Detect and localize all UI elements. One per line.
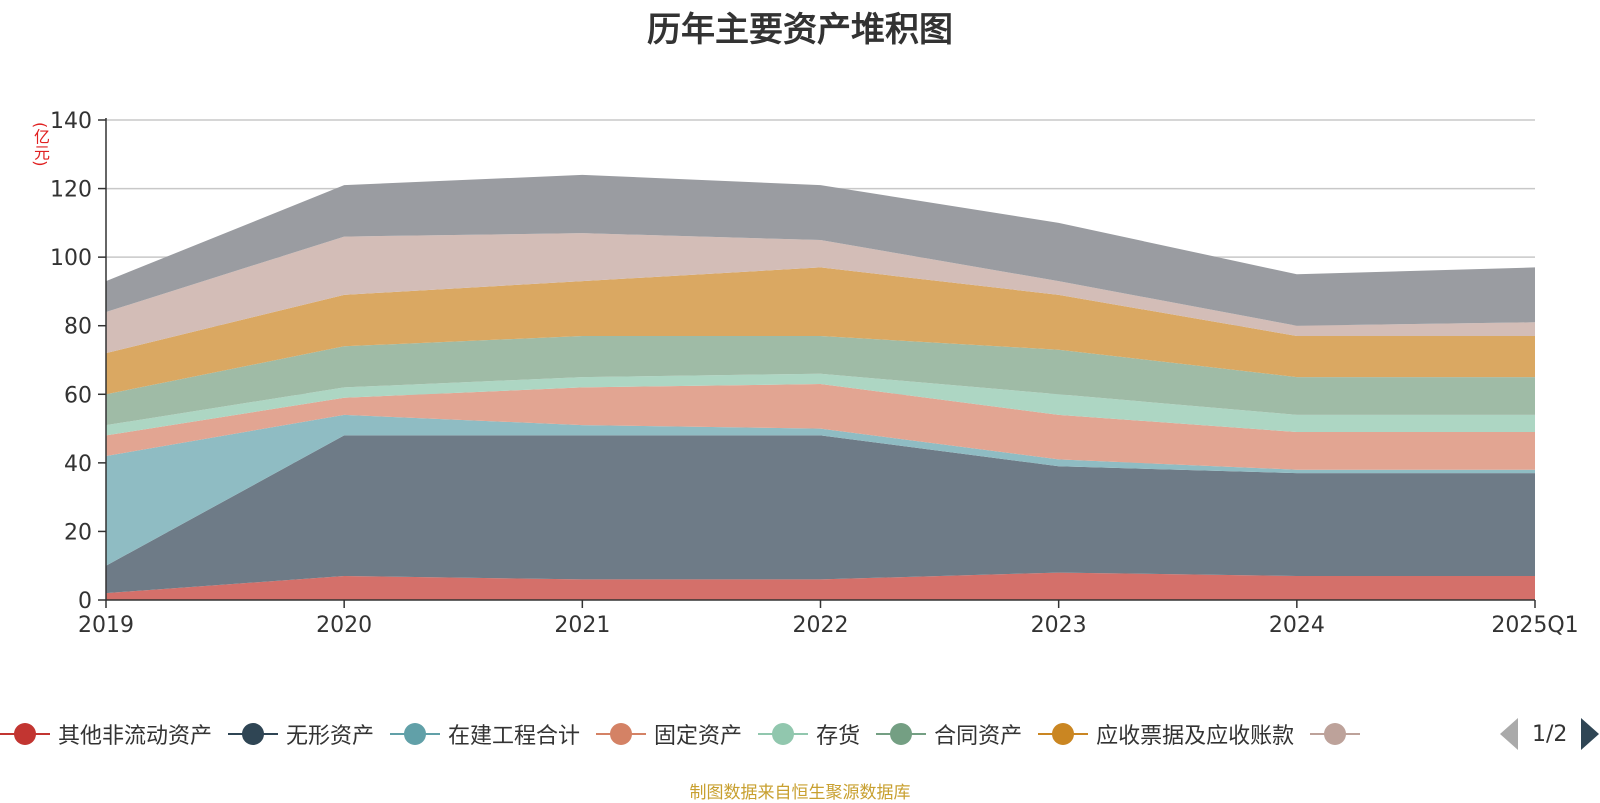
legend: 其他非流动资产 无形资产 在建工程合计 固定资产 存货 合同资产 应收票据及应收账款 bbox=[0, 712, 1600, 756]
x-tick-label: 2024 bbox=[1269, 613, 1325, 638]
area-series-1[interactable] bbox=[106, 435, 1535, 594]
axes: 0 20 40 60 80 100 120 140 2019 2020 2021 2022 2023 20… bbox=[50, 109, 1579, 638]
y-tick-label: 140 bbox=[50, 109, 92, 134]
pager-text: 1/2 bbox=[1532, 721, 1568, 747]
legend-item-4[interactable]: 存货 bbox=[758, 718, 860, 750]
area-series-7[interactable] bbox=[106, 233, 1535, 354]
legend-swatch-icon bbox=[758, 722, 809, 746]
legend-item-0[interactable]: 其他非流动资产 bbox=[0, 718, 212, 750]
x-tick-label: 2020 bbox=[316, 613, 372, 638]
legend-swatch-icon bbox=[1038, 722, 1089, 746]
legend-label: 合同资产 bbox=[934, 724, 1023, 749]
legend-item-3[interactable]: 固定资产 bbox=[596, 718, 742, 750]
legend-label: 无形资产 bbox=[286, 724, 375, 749]
legend-swatch-icon bbox=[876, 722, 927, 746]
pager-next-icon[interactable] bbox=[1581, 718, 1600, 750]
source-note: 制图数据来自恒生聚源数据库 bbox=[689, 783, 911, 803]
legend-swatch-icon bbox=[390, 722, 441, 746]
legend-item-7[interactable] bbox=[1310, 722, 1368, 746]
area-series-3[interactable] bbox=[106, 384, 1535, 470]
legend-swatch-icon bbox=[596, 722, 647, 746]
legend-label: 固定资产 bbox=[654, 724, 743, 749]
legend-item-2[interactable]: 在建工程合计 bbox=[390, 718, 580, 750]
stacked-area-chart: 0 20 40 60 80 100 120 140 2019 2020 2021 2022 2023 20… bbox=[50, 109, 1579, 638]
y-tick-label: 100 bbox=[50, 246, 92, 271]
area-series-6[interactable] bbox=[106, 267, 1535, 395]
area-series-8[interactable] bbox=[106, 174, 1535, 326]
legend-swatch-icon bbox=[228, 722, 279, 746]
y-tick-label: 80 bbox=[64, 315, 92, 340]
area-series-5[interactable] bbox=[106, 336, 1535, 426]
area-series-4[interactable] bbox=[106, 373, 1535, 436]
legend-label: 其他非流动资产 bbox=[58, 724, 213, 749]
x-tick-label: 2025Q1 bbox=[1491, 613, 1578, 638]
y-tick-label: 40 bbox=[64, 452, 92, 477]
pager-prev-icon[interactable] bbox=[1500, 718, 1518, 750]
x-tick-label: 2022 bbox=[793, 613, 849, 638]
legend-label: 应收票据及应收账款 bbox=[1096, 724, 1295, 749]
area-series-0[interactable] bbox=[106, 572, 1535, 600]
legend-swatch-icon bbox=[1310, 722, 1361, 746]
y-axis-unit-label: (亿元) bbox=[31, 122, 50, 167]
legend-label: 在建工程合计 bbox=[448, 724, 581, 749]
legend-item-5[interactable]: 合同资产 bbox=[876, 718, 1022, 750]
y-tick-label: 120 bbox=[50, 178, 92, 203]
legend-swatch-icon bbox=[0, 722, 50, 746]
y-tick-label: 0 bbox=[78, 589, 92, 614]
legend-item-6[interactable]: 应收票据及应收账款 bbox=[1038, 718, 1294, 750]
chart-title: 历年主要资产堆积图 bbox=[647, 10, 953, 50]
legend-item-1[interactable]: 无形资产 bbox=[228, 718, 374, 750]
x-tick-label: 2019 bbox=[78, 613, 134, 638]
y-tick-label: 20 bbox=[64, 520, 92, 545]
x-tick-label: 2023 bbox=[1031, 613, 1087, 638]
y-tick-label: 60 bbox=[64, 383, 92, 408]
area-series bbox=[106, 174, 1535, 600]
x-tick-label: 2021 bbox=[554, 613, 610, 638]
legend-label: 存货 bbox=[816, 724, 861, 749]
legend-pager: 1/2 bbox=[1500, 718, 1600, 750]
